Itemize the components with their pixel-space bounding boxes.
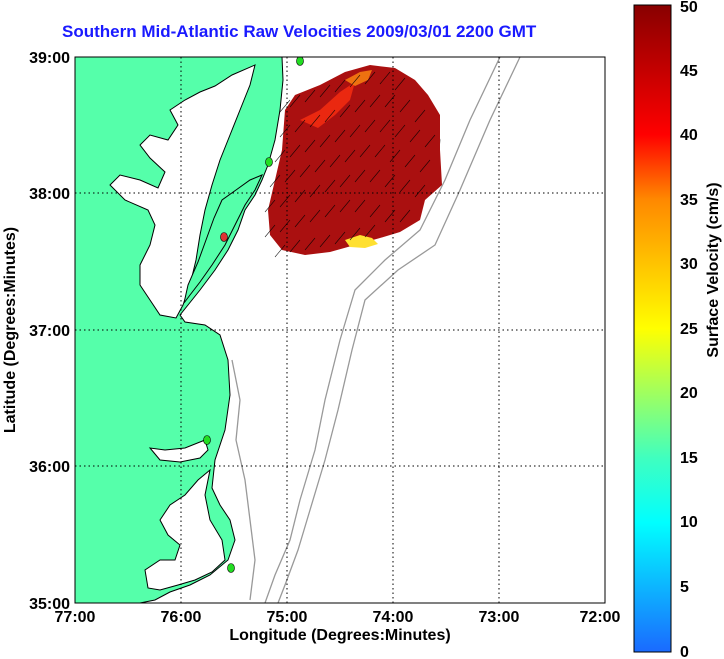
colorbar-tick: 35: [680, 192, 698, 209]
velocity-field-red: [300, 82, 355, 128]
plot-frame: [74, 56, 606, 604]
colorbar-tick: 15: [680, 450, 698, 467]
x-tick: 75:00: [267, 609, 308, 626]
velocity-field-arrows: [264, 71, 436, 258]
y-axis-label: Latitude (Degrees:Minutes): [2, 227, 19, 433]
station-marker: [227, 563, 235, 573]
x-tick: 74:00: [373, 609, 414, 626]
colorbar-tick: 10: [680, 514, 698, 531]
chart-title: Southern Mid-Atlantic Raw Velocities 200…: [62, 22, 537, 41]
velocity-field: [268, 65, 442, 255]
colorbar-ticks: 0 5 10 15 20 25 30 35 40 45 50: [680, 0, 698, 659]
colorbar-label: Surface Velocity (cm/s): [705, 182, 722, 357]
colorbar-tick: 20: [680, 385, 698, 402]
colorbar-tick: 40: [680, 127, 698, 144]
colorbar-tick: 50: [680, 0, 698, 16]
x-tick: 72:00: [580, 609, 621, 626]
station-marker: [220, 232, 228, 242]
grid-lines: [75, 57, 605, 603]
albemarle-sound: [148, 439, 209, 463]
colorbar-tick: 5: [680, 579, 689, 596]
x-axis-label: Longitude (Degrees:Minutes): [229, 627, 450, 644]
colorbar: [633, 4, 672, 653]
station-markers: [203, 57, 304, 573]
y-tick: 38:00: [29, 186, 70, 203]
colorbar-tick: 45: [680, 63, 698, 80]
station-marker: [296, 57, 304, 66]
station-marker: [203, 435, 211, 445]
colorbar-tick: 25: [680, 321, 698, 338]
station-marker: [265, 157, 273, 167]
velocity-field-yellow: [345, 235, 378, 248]
y-tick: 35:00: [29, 596, 70, 613]
x-ticks: 77:00 76:00 75:00 74:00 73:00 72:00: [55, 609, 621, 626]
y-tick: 37:00: [29, 323, 70, 340]
x-tick: 77:00: [55, 609, 96, 626]
chesapeake-bay: [109, 64, 256, 319]
y-tick: 39:00: [29, 50, 70, 67]
x-tick: 76:00: [161, 609, 202, 626]
x-tick: 73:00: [479, 609, 520, 626]
y-ticks: 39:00 38:00 37:00 36:00 35:00: [29, 50, 70, 613]
colorbar-tick: 30: [680, 256, 698, 273]
colorbar-tick: 0: [680, 644, 689, 659]
velocity-field-orange: [345, 70, 372, 86]
y-tick: 36:00: [29, 459, 70, 476]
pamlico-sound: [144, 468, 226, 591]
